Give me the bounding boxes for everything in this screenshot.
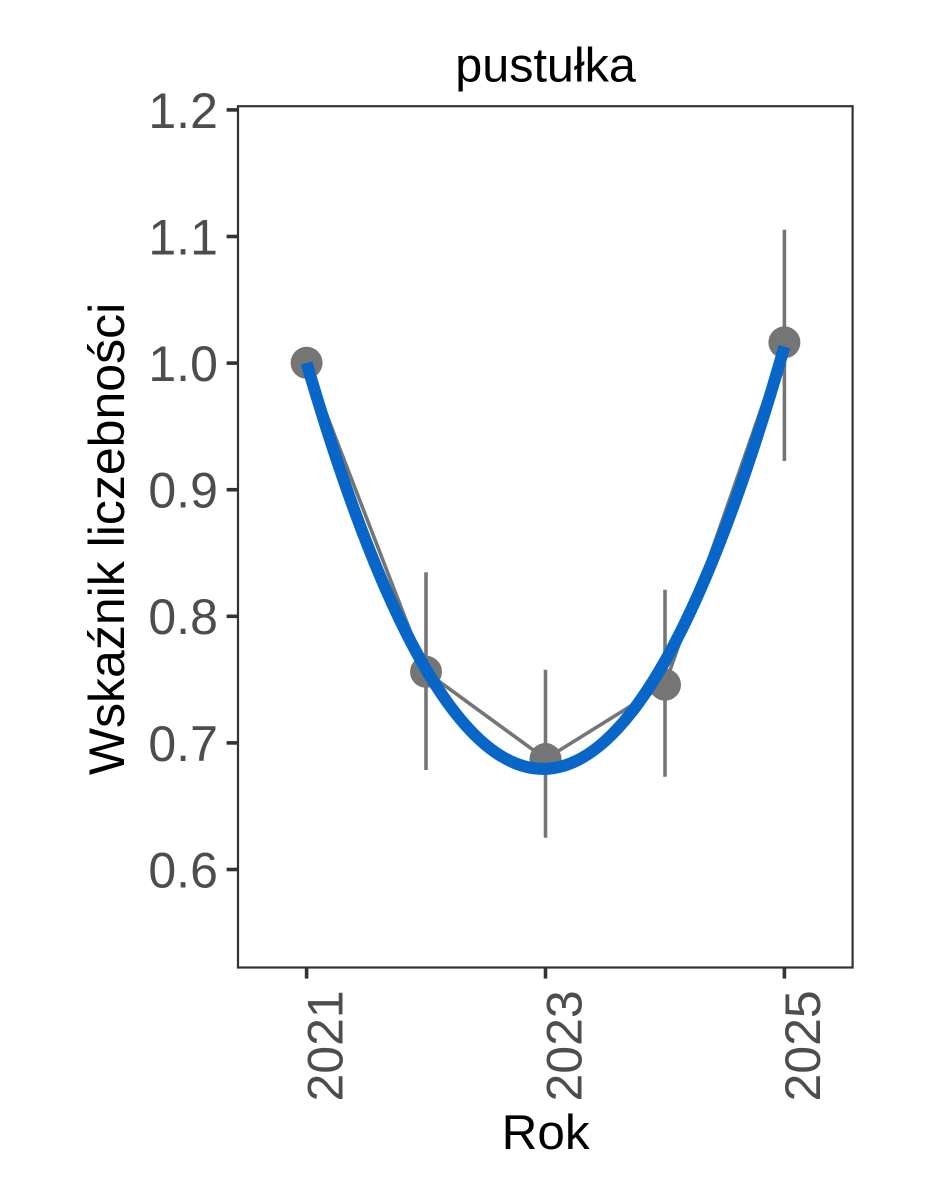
svg-text:0.9: 0.9	[148, 463, 218, 519]
svg-text:0.7: 0.7	[148, 716, 218, 772]
svg-text:2023: 2023	[536, 990, 592, 1101]
svg-text:pustułka: pustułka	[455, 38, 636, 92]
svg-text:1.2: 1.2	[148, 83, 218, 139]
svg-text:0.8: 0.8	[148, 589, 218, 645]
svg-text:Rok: Rok	[502, 1105, 590, 1160]
svg-text:2021: 2021	[297, 990, 353, 1101]
svg-text:2025: 2025	[775, 990, 831, 1101]
svg-text:1.1: 1.1	[148, 209, 218, 265]
svg-text:1.0: 1.0	[148, 336, 218, 392]
svg-text:0.6: 0.6	[148, 842, 218, 898]
svg-text:Wskaźnik liczebności: Wskaźnik liczebności	[79, 303, 135, 775]
